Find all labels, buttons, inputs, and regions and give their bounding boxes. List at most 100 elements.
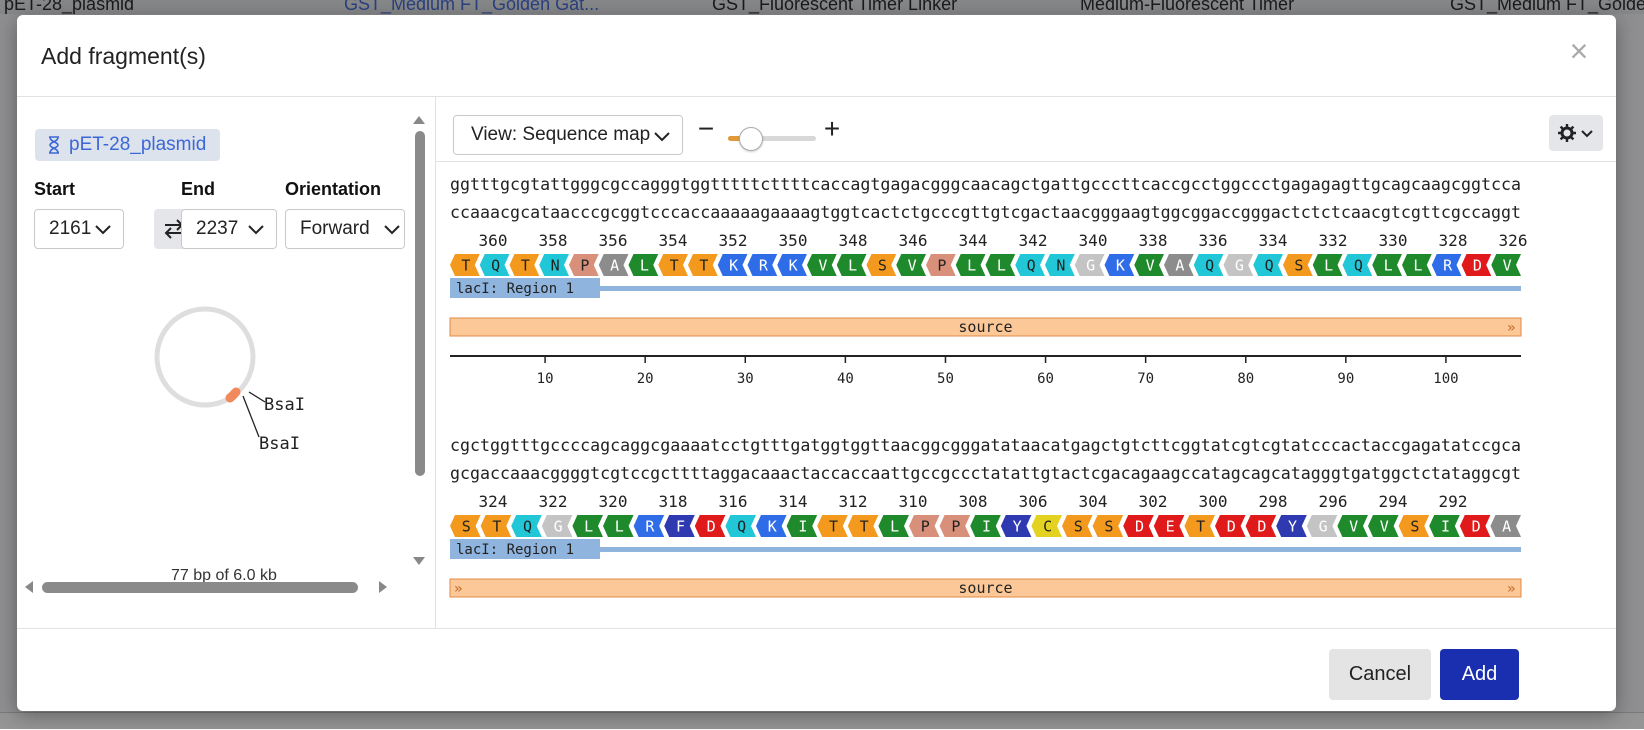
vertical-scrollbar-thumb[interactable]: [415, 131, 425, 476]
amino-acid-mark: [1491, 254, 1521, 276]
background-tab[interactable]: Medium-Fluorescent Timer: [1040, 0, 1390, 14]
orientation-select[interactable]: Forward: [285, 209, 405, 249]
source-direction-icon: »: [1507, 581, 1515, 597]
amino-acid-mark: [1312, 254, 1343, 276]
amino-acid-position-label: 340: [1079, 231, 1108, 250]
amino-acid-letter: T: [1196, 518, 1205, 536]
amino-acid-mark: [1253, 254, 1283, 276]
amino-acid-mark: [541, 515, 573, 537]
orientation-label: Orientation: [285, 179, 382, 199]
amino-acid-letter: D: [1472, 518, 1481, 536]
settings-button[interactable]: [1549, 115, 1603, 151]
amino-acid-mark: [1092, 515, 1124, 537]
amino-acid-letter: F: [676, 518, 685, 536]
sequence-chip[interactable]: pET-28_plasmid: [35, 129, 221, 161]
amino-acid-letter: V: [908, 257, 917, 275]
view-select[interactable]: View: Sequence map: [453, 115, 683, 155]
sequence-bottom-strand: ccaaacgcataacccgcggtcccaccaaaaagaaaagtgg…: [450, 203, 1521, 222]
amino-acid-letter: G: [1235, 257, 1244, 275]
source-direction-icon: »: [454, 581, 462, 597]
amino-acid-mark: [1153, 515, 1185, 537]
amino-acid-mark: [1074, 254, 1105, 276]
amino-acid-letter: P: [921, 518, 930, 536]
amino-acid-letter: L: [1324, 257, 1333, 275]
amino-acid-letter: I: [982, 518, 991, 536]
amino-acid-letter: G: [554, 518, 563, 536]
amino-acid-letter: V: [1380, 518, 1389, 536]
amino-acid-mark: [1134, 254, 1164, 276]
amino-acid-letter: T: [461, 257, 470, 275]
amino-acid-position-label: 336: [1199, 231, 1228, 250]
amino-acid-mark: [1283, 254, 1313, 276]
amino-acid-mark: [1372, 254, 1402, 276]
start-select[interactable]: 2161: [34, 209, 124, 249]
tab-label: GST_Medium FT_Golden: [1450, 0, 1644, 14]
amino-acid-letter: A: [1175, 257, 1184, 275]
zoom-in-button[interactable]: +: [823, 113, 841, 144]
amino-acid-mark: [1015, 254, 1045, 276]
amino-acid-letter: Q: [523, 518, 532, 536]
feature-label-box: [450, 539, 600, 559]
end-label: End: [181, 179, 215, 199]
close-icon[interactable]: ×: [1569, 33, 1589, 69]
ruler-tick-label: 80: [1237, 371, 1254, 387]
tab-label: GST_Fluorescent Timer Linker: [712, 0, 958, 14]
amino-acid-letter: S: [462, 518, 471, 536]
plasmid-map: BsaI BsaI: [154, 306, 305, 454]
add-button[interactable]: Add: [1440, 649, 1519, 700]
ruler-tick-label: 100: [1433, 371, 1458, 387]
cancel-button[interactable]: Cancel: [1329, 649, 1431, 700]
horizontal-scrollbar-thumb[interactable]: [42, 582, 358, 593]
amino-acid-mark: [1223, 254, 1254, 276]
zoom-slider-handle[interactable]: [739, 127, 763, 151]
amino-acid-mark: [1062, 515, 1093, 537]
amino-acid-mark: [511, 515, 542, 537]
amino-acid-letter: P: [580, 257, 589, 275]
fragment-marker: [225, 387, 241, 403]
amino-acid-letter: L: [997, 257, 1006, 275]
amino-acid-letter: K: [789, 257, 798, 275]
amino-acid-position-label: 320: [599, 492, 628, 511]
amino-acid-position-label: 330: [1379, 231, 1408, 250]
amino-acid-letter: R: [759, 257, 769, 275]
amino-acid-position-label: 310: [899, 492, 928, 511]
amino-acid-position-label: 312: [839, 492, 868, 511]
source-feature-bar: [449, 578, 1522, 598]
amino-acid-position-label: 344: [959, 231, 988, 250]
sequence-bottom-strand: gcgaccaaacggggtcgtccgcttttaggacaaactacca…: [450, 464, 1521, 483]
amino-acid-letter: Q: [1205, 257, 1214, 275]
amino-acid-mark: [926, 254, 956, 276]
amino-acid-mark: [847, 515, 879, 537]
amino-acid-letter: D: [1135, 518, 1144, 536]
amino-acid-position-label: 334: [1259, 231, 1288, 250]
background-tab[interactable]: GST_Medium FT_Golden Gat...: [312, 0, 674, 14]
feature-label: lacI: Region 1: [456, 542, 574, 558]
end-select[interactable]: 2237: [181, 209, 277, 249]
amino-acid-letter: Q: [1354, 257, 1363, 275]
amino-acid-mark: [939, 515, 971, 537]
tab-label: pET-28_plasmid: [4, 0, 135, 14]
zoom-slider[interactable]: [728, 136, 816, 141]
amino-acid-mark: [450, 254, 480, 276]
amino-acid-position-label: 342: [1019, 231, 1048, 250]
scroll-up-icon[interactable]: [411, 112, 427, 126]
amino-acid-mark: [756, 515, 787, 537]
background-tab[interactable]: GST_Medium FT_Golden: [1410, 0, 1644, 14]
background-tab-bar: pET-28_plasmid GST_Medium FT_Golden Gat.…: [0, 0, 1644, 14]
amino-acid-mark: [807, 254, 837, 276]
zoom-out-button[interactable]: −: [697, 113, 715, 144]
amino-acid-letter: C: [1043, 518, 1052, 536]
feature-label-box: [450, 278, 600, 298]
ruler-tick-label: 90: [1337, 371, 1354, 387]
sequence-view[interactable]: ggtttgcgtattgggcgccagggtggtttttcttttcacc…: [436, 162, 1616, 628]
background-tab[interactable]: GST_Fluorescent Timer Linker: [664, 0, 1032, 14]
scroll-right-icon[interactable]: [375, 579, 391, 595]
gear-icon: [1558, 124, 1576, 142]
scroll-left-icon[interactable]: [21, 579, 37, 595]
amino-acid-letter: D: [1473, 257, 1482, 275]
background-tab[interactable]: pET-28_plasmid: [0, 0, 294, 14]
amino-acid-letter: D: [1227, 518, 1236, 536]
amino-acid-letter: K: [729, 257, 738, 275]
feature-label: lacI: Region 1: [456, 281, 574, 297]
scroll-down-icon[interactable]: [411, 555, 427, 569]
